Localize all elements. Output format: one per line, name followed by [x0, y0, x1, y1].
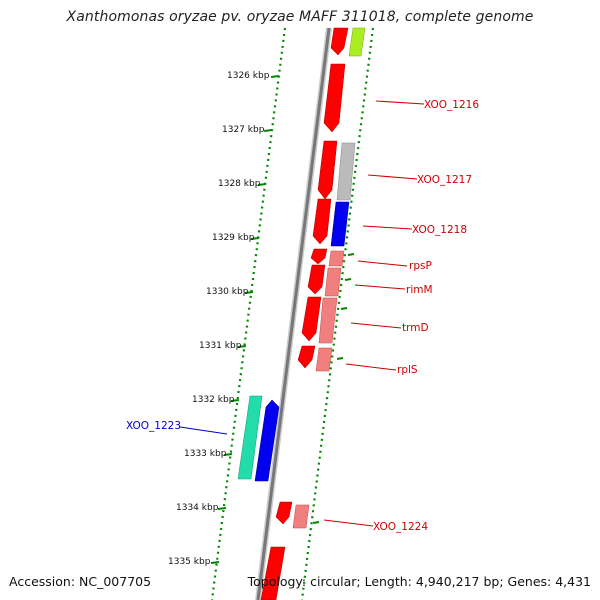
scale-tick-label: 1334 kbp — [176, 503, 219, 513]
gene-label-xoo-1224[interactable]: XOO_1224 — [373, 521, 428, 533]
scale-tick-mark — [223, 453, 233, 456]
pink-feature[interactable] — [324, 267, 342, 297]
genome-backbone-core — [256, 27, 331, 600]
scale-tick-label: 1329 kbp — [212, 233, 255, 243]
scale-tick-label: 1332 kbp — [192, 395, 235, 405]
label-leaders — [179, 100, 425, 527]
track-tick — [336, 357, 344, 360]
gene-feature[interactable] — [297, 345, 316, 369]
track-tick — [344, 278, 352, 281]
scale-tick-label: 1328 kbp — [218, 179, 261, 189]
leader-line — [179, 426, 228, 435]
gene-feature[interactable] — [301, 296, 322, 342]
right-track-ticks — [312, 253, 355, 524]
gene-feature[interactable] — [307, 264, 326, 295]
left-dotted-track — [210, 27, 287, 600]
gene-feature[interactable] — [310, 248, 328, 265]
scale-ticks: 1326 kbp 1327 kbp 1328 kbp 1329 kbp 1330… — [168, 71, 280, 567]
scale-tick-mark — [230, 399, 240, 402]
gene-label-rimm[interactable]: rimM — [406, 284, 433, 296]
track-tick — [340, 307, 348, 310]
scale-tick-mark — [210, 561, 220, 564]
comparison-track — [292, 27, 366, 529]
pink-feature[interactable] — [315, 347, 333, 372]
reverse-strand-genes — [237, 395, 280, 482]
gene-label-trmd[interactable]: trmD — [402, 322, 429, 334]
leader-line — [350, 322, 402, 329]
pink-feature[interactable] — [318, 297, 338, 344]
page-title: Xanthomonas oryzae pv. oryzae MAFF 31101… — [66, 9, 534, 25]
gene-label-xoo-1217[interactable]: XOO_1217 — [417, 174, 472, 186]
blue-feature[interactable] — [330, 201, 350, 247]
gene-feature[interactable] — [323, 63, 346, 133]
right-dotted-track — [300, 27, 375, 600]
leader-line — [357, 260, 408, 267]
gene-label-xoo-1216[interactable]: XOO_1216 — [424, 99, 479, 111]
leader-line — [367, 174, 418, 180]
track-tick — [312, 521, 320, 524]
scale-tick-mark — [257, 183, 267, 186]
scale-tick-mark — [250, 237, 260, 240]
blue-gene-feature[interactable] — [254, 399, 280, 482]
gene-feature[interactable] — [317, 140, 338, 200]
gene-label-rpsp[interactable]: rpsP — [409, 260, 432, 272]
pink-feature[interactable] — [328, 250, 345, 267]
genome-summary: Topology: circular; Length: 4,940,217 bp… — [247, 574, 591, 589]
leader-line — [323, 519, 374, 527]
lime-feature[interactable] — [348, 27, 366, 57]
scale-tick-mark — [270, 75, 280, 78]
gene-label-xoo-1218[interactable]: XOO_1218 — [412, 224, 467, 236]
gene-label-rpls[interactable]: rplS — [397, 364, 418, 376]
scale-tick-mark — [237, 345, 247, 348]
accession-info: Accession: NC_007705 — [9, 574, 152, 589]
scale-tick-mark — [217, 507, 227, 510]
leader-line — [345, 363, 397, 371]
scale-tick-mark — [244, 291, 254, 294]
gene-labels: XOO_1216 XOO_1217 XOO_1218 rpsP rimM trm… — [126, 99, 479, 533]
grey-feature[interactable] — [336, 142, 356, 201]
gene-feature[interactable] — [275, 501, 293, 525]
scale-tick-label: 1330 kbp — [206, 287, 249, 297]
scale-tick-label: 1326 kbp — [227, 71, 270, 81]
track-tick — [347, 253, 355, 256]
scale-tick-label: 1335 kbp — [168, 557, 211, 567]
scale-tick-mark — [263, 129, 273, 132]
gene-feature[interactable] — [330, 27, 349, 56]
leader-line — [375, 100, 425, 105]
scale-tick-label: 1327 kbp — [222, 125, 265, 135]
gene-feature[interactable] — [312, 198, 332, 245]
leader-line — [354, 284, 406, 290]
gene-feature[interactable] — [260, 546, 286, 600]
teal-gene-feature[interactable] — [237, 395, 263, 480]
pink-feature[interactable] — [292, 504, 310, 529]
gene-label-xoo-1223[interactable]: XOO_1223 — [126, 420, 181, 432]
forward-strand-genes — [260, 27, 349, 600]
scale-tick-label: 1333 kbp — [184, 449, 227, 459]
scale-tick-label: 1331 kbp — [199, 341, 242, 351]
leader-line — [362, 225, 413, 230]
